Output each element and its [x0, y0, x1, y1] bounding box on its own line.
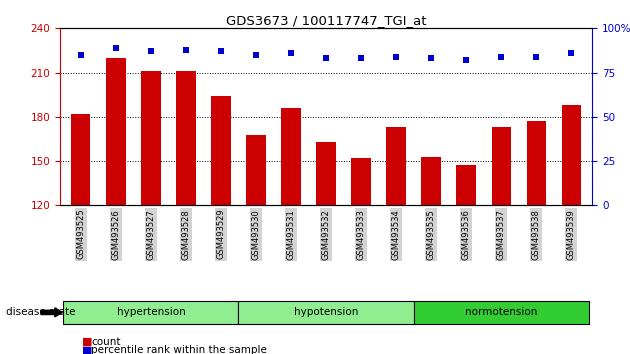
Bar: [246, 135, 266, 205]
Text: GSM493525: GSM493525: [76, 209, 85, 259]
Bar: [352, 158, 370, 205]
Bar: [457, 166, 476, 205]
Text: percentile rank within the sample: percentile rank within the sample: [91, 346, 267, 354]
Text: GSM493530: GSM493530: [251, 209, 260, 259]
Point: [566, 50, 576, 56]
Bar: [176, 71, 195, 205]
Point: [216, 48, 226, 54]
Point: [251, 52, 261, 58]
Point: [321, 56, 331, 61]
Bar: [211, 96, 231, 205]
Text: GSM493526: GSM493526: [112, 209, 120, 259]
Text: GSM493533: GSM493533: [357, 209, 365, 260]
Point: [111, 45, 121, 51]
Text: GSM493536: GSM493536: [462, 209, 471, 260]
Point: [391, 54, 401, 59]
Text: count: count: [91, 337, 121, 347]
Bar: [561, 105, 581, 205]
Point: [146, 48, 156, 54]
Text: ■: ■: [82, 337, 93, 347]
Text: GSM493528: GSM493528: [181, 209, 190, 259]
Bar: [106, 58, 125, 205]
Bar: [527, 121, 546, 205]
Point: [496, 54, 506, 59]
Text: hypertension: hypertension: [117, 307, 185, 318]
Text: GSM493538: GSM493538: [532, 209, 541, 260]
Point: [426, 56, 436, 61]
Bar: [282, 108, 301, 205]
Text: disease state: disease state: [6, 307, 76, 318]
Bar: [491, 127, 511, 205]
Text: GSM493535: GSM493535: [427, 209, 435, 259]
Text: GSM493529: GSM493529: [217, 209, 226, 259]
Bar: [421, 156, 441, 205]
Point: [181, 47, 191, 52]
Text: GSM493539: GSM493539: [567, 209, 576, 259]
Point: [531, 54, 541, 59]
Text: GSM493527: GSM493527: [146, 209, 156, 259]
Point: [356, 56, 366, 61]
Bar: [141, 71, 161, 205]
Bar: [316, 142, 336, 205]
Title: GDS3673 / 100117747_TGI_at: GDS3673 / 100117747_TGI_at: [226, 14, 427, 27]
Text: hypotension: hypotension: [294, 307, 358, 318]
Text: GSM493537: GSM493537: [496, 209, 506, 260]
Text: ■: ■: [82, 346, 93, 354]
Text: GSM493534: GSM493534: [392, 209, 401, 259]
Bar: [71, 114, 91, 205]
Text: normotension: normotension: [465, 307, 537, 318]
Text: GSM493531: GSM493531: [287, 209, 295, 259]
Point: [76, 52, 86, 58]
Point: [286, 50, 296, 56]
Bar: [386, 127, 406, 205]
Point: [461, 57, 471, 63]
Text: GSM493532: GSM493532: [321, 209, 331, 259]
